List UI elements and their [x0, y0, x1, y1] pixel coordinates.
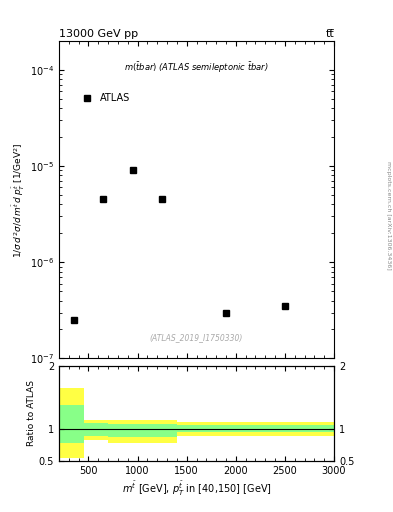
Text: tt̅: tt̅ — [325, 29, 334, 39]
Y-axis label: $1/\sigma\,d^2\sigma/d\,m^{\bar{t}}\,d\,p_T^{\bar{t}}$ [1/GeV$^2$]: $1/\sigma\,d^2\sigma/d\,m^{\bar{t}}\,d\,… — [11, 142, 27, 258]
Text: 13000 GeV pp: 13000 GeV pp — [59, 29, 138, 39]
Legend: ATLAS: ATLAS — [77, 93, 130, 103]
Y-axis label: Ratio to ATLAS: Ratio to ATLAS — [27, 380, 36, 446]
Text: $m(\bar{t}bar)$ (ATLAS semileptonic $\bar{t}bar$): $m(\bar{t}bar)$ (ATLAS semileptonic $\ba… — [124, 60, 269, 75]
Text: mcplots.cern.ch [arXiv:1306.3436]: mcplots.cern.ch [arXiv:1306.3436] — [386, 161, 391, 269]
Text: (ATLAS_2019_I1750330): (ATLAS_2019_I1750330) — [150, 333, 243, 343]
X-axis label: $m^{\bar{t}}$ [GeV], $p_T^{\bar{t}}$ in [40,150] [GeV]: $m^{\bar{t}}$ [GeV], $p_T^{\bar{t}}$ in … — [121, 480, 272, 498]
